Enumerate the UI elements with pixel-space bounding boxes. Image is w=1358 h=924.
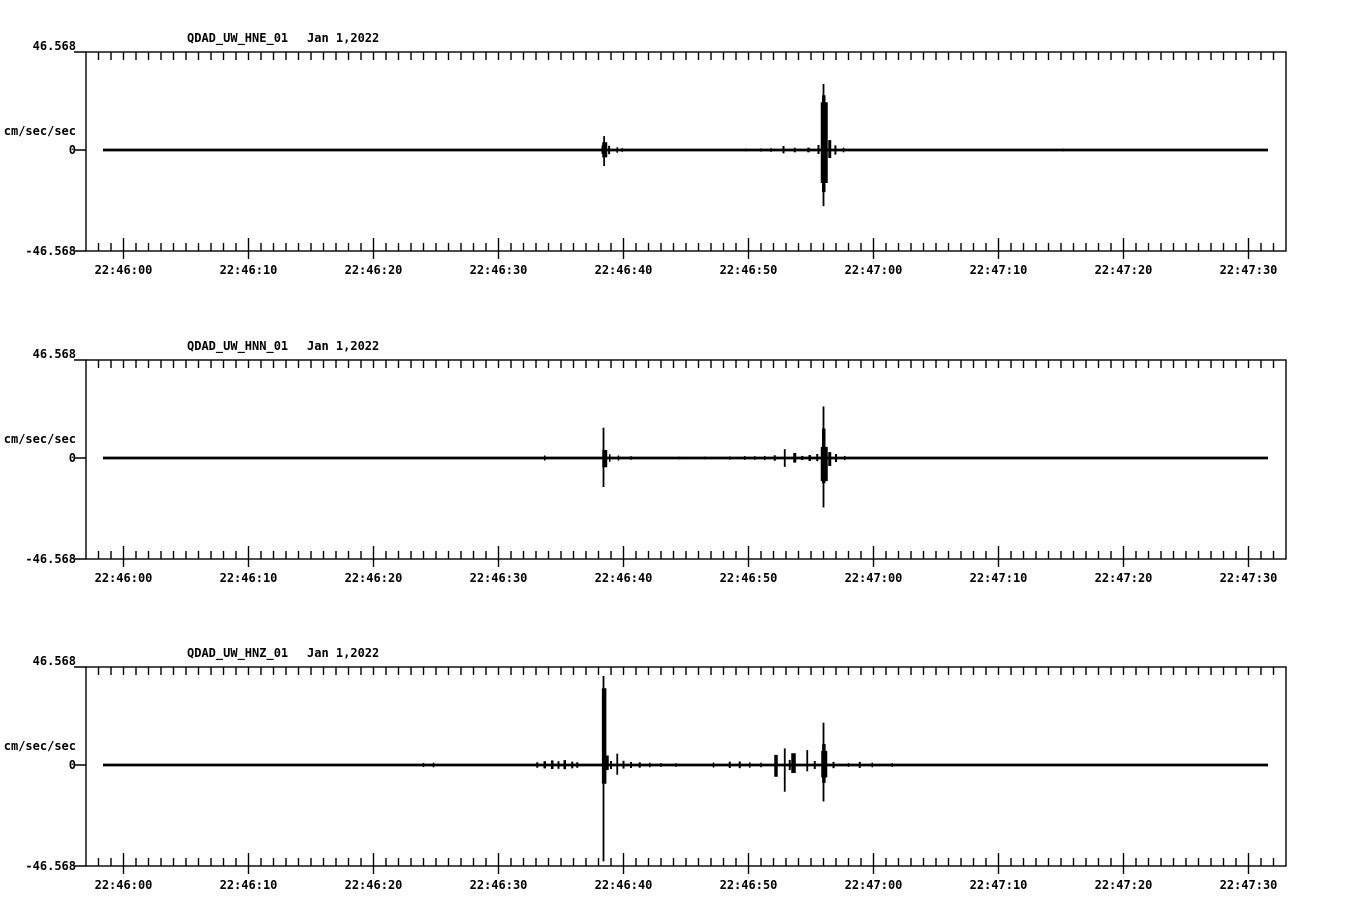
y-units-label: cm/sec/sec — [3, 432, 76, 446]
time-tick-label: 22:47:10 — [969, 878, 1028, 892]
time-tick-label: 22:46:40 — [594, 878, 653, 892]
panel-HNE — [74, 51, 1287, 259]
time-tick-label: 22:46:00 — [94, 878, 153, 892]
trace-spikes — [422, 675, 893, 862]
bottom-axis-major-ticks — [122, 238, 1250, 259]
time-tick-label: 22:46:00 — [94, 263, 153, 277]
time-tick-label: 22:46:30 — [469, 878, 528, 892]
panel-HNZ — [74, 666, 1287, 874]
time-tick-label: 22:47:00 — [844, 571, 903, 585]
time-tick-label: 22:46:20 — [344, 571, 403, 585]
bottom-axis-minor-ticks — [97, 551, 1275, 559]
time-tick-label: 22:46:30 — [469, 571, 528, 585]
y-zero-label: 0 — [68, 758, 76, 772]
bottom-axis-major-ticks — [122, 546, 1250, 567]
time-tick-label: 22:47:20 — [1094, 571, 1153, 585]
time-tick-label: 22:46:20 — [344, 263, 403, 277]
panel-title: QDAD_UW_HNN_01 — [187, 339, 289, 353]
panel-title: QDAD_UW_HNE_01 — [187, 31, 289, 45]
panel-HNN — [74, 359, 1287, 567]
time-tick-label: 22:46:40 — [594, 263, 653, 277]
y-min-label: -46.568 — [25, 552, 76, 566]
time-tick-label: 22:47:10 — [969, 263, 1028, 277]
panel-date: Jan 1,2022 — [307, 646, 380, 660]
panel-date: Jan 1,2022 — [307, 339, 380, 353]
time-tick-label: 22:46:40 — [594, 571, 653, 585]
top-axis-ticks — [97, 667, 1275, 675]
time-tick-label: 22:47:00 — [844, 878, 903, 892]
trace-spikes — [601, 83, 1065, 207]
trace-spikes — [544, 406, 846, 508]
time-tick-label: 22:47:10 — [969, 571, 1028, 585]
time-tick-label: 22:47:20 — [1094, 263, 1153, 277]
time-tick-label: 22:46:20 — [344, 878, 403, 892]
y-zero-label: 0 — [68, 451, 76, 465]
y-units-label: cm/sec/sec — [3, 124, 76, 138]
y-axis-stub-ticks — [74, 666, 86, 867]
panel-title: QDAD_UW_HNZ_01 — [187, 646, 289, 660]
time-tick-label: 22:46:10 — [219, 263, 278, 277]
time-tick-label: 22:46:50 — [719, 263, 778, 277]
bottom-axis-major-ticks — [122, 853, 1250, 874]
time-tick-label: 22:46:10 — [219, 878, 278, 892]
time-tick-label: 22:46:10 — [219, 571, 278, 585]
plot-box — [85, 51, 1287, 252]
bottom-axis-minor-ticks — [97, 243, 1275, 251]
time-tick-label: 22:46:50 — [719, 878, 778, 892]
y-max-label: 46.568 — [32, 654, 76, 668]
plot-box — [85, 666, 1287, 867]
y-max-label: 46.568 — [32, 347, 76, 361]
time-tick-label: 22:46:00 — [94, 571, 153, 585]
y-max-label: 46.568 — [32, 39, 76, 53]
time-tick-label: 22:47:20 — [1094, 878, 1153, 892]
y-zero-label: 0 — [68, 143, 76, 157]
y-axis-stub-ticks — [74, 51, 86, 252]
plot-box — [85, 359, 1287, 560]
y-min-label: -46.568 — [25, 859, 76, 873]
bottom-axis-minor-ticks — [97, 858, 1275, 866]
top-axis-ticks — [97, 360, 1275, 368]
time-tick-label: 22:47:00 — [844, 263, 903, 277]
time-tick-label: 22:46:50 — [719, 571, 778, 585]
y-axis-stub-ticks — [74, 359, 86, 560]
panel-date: Jan 1,2022 — [307, 31, 380, 45]
y-min-label: -46.568 — [25, 244, 76, 258]
top-axis-ticks — [97, 52, 1275, 60]
time-tick-label: 22:47:30 — [1219, 263, 1278, 277]
time-tick-label: 22:47:30 — [1219, 878, 1278, 892]
y-units-label: cm/sec/sec — [3, 739, 76, 753]
time-tick-label: 22:47:30 — [1219, 571, 1278, 585]
time-tick-label: 22:46:30 — [469, 263, 528, 277]
